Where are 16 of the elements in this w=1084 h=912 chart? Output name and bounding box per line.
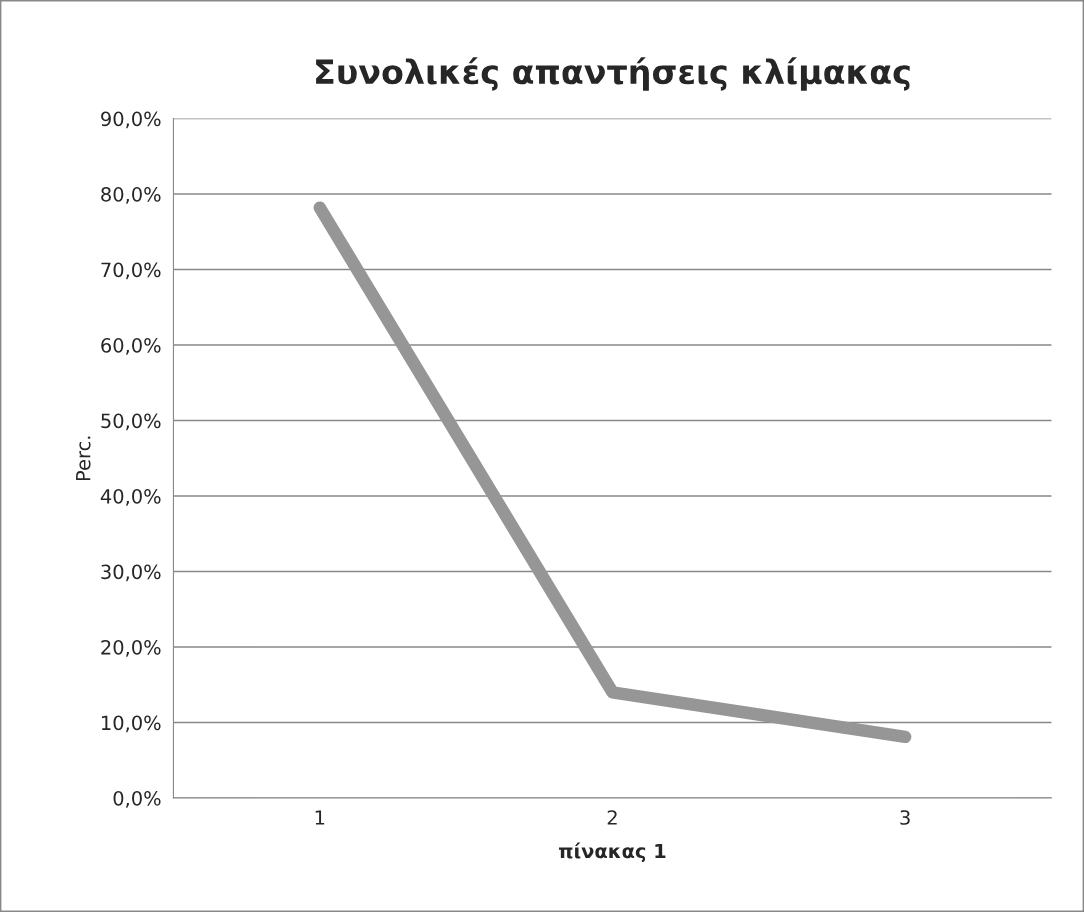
y-tick-label: 80,0% [101,187,161,204]
y-tick-label: 50,0% [101,413,161,431]
y-tick-label: 0,0% [113,790,161,808]
y-tick-label: 10,0% [102,715,161,733]
x-axis-title: πίνακας 1 [559,842,666,863]
y-tick-label: 90,0% [101,111,161,129]
y-axis-title: Perc. [76,436,91,481]
chart-title: Συνολικές απαντήσεις κλίμακας [316,57,910,91]
x-tick-label: 3 [900,810,910,825]
y-tick-label: 20,0% [101,639,161,657]
x-tick-label: 1 [315,810,325,825]
y-tick-label: 60,0% [101,338,161,355]
y-tick-label: 30,0% [101,564,161,582]
x-tick-label: 2 [607,810,617,825]
y-tick-label: 40,0% [100,488,161,506]
y-tick-label: 70,0% [101,262,161,280]
